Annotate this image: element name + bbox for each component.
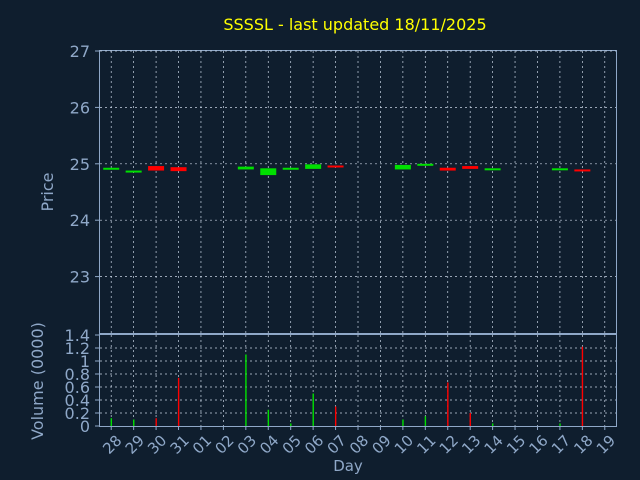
price-panel-frame (99, 50, 617, 334)
price-tick-label: 27 (70, 42, 90, 61)
candle-03 (237, 166, 254, 170)
volume-tick-label: 0.2 (65, 404, 90, 423)
volume-bar-07 (334, 406, 337, 426)
price-tick-label: 23 (70, 268, 90, 287)
volume-tick-label: 1.4 (65, 326, 90, 345)
candle-31 (170, 167, 187, 172)
x-axis-label: Day (333, 457, 363, 475)
volume-axis-label: Volume (0000) (28, 322, 47, 440)
candle-05 (282, 167, 299, 170)
candle-11 (417, 163, 434, 166)
volume-bar-11 (424, 416, 427, 426)
volume-bar-10 (402, 419, 404, 426)
x-axis-ticks: 2829303101020304050607080910111213141516… (99, 426, 619, 458)
candle-04 (260, 168, 277, 176)
price-tick-label: 24 (70, 211, 90, 230)
candle-28 (103, 167, 120, 170)
candle-07 (327, 165, 344, 168)
x-tick-label: 19 (593, 432, 619, 458)
volume-bars (110, 346, 584, 426)
volume-bar-03 (245, 354, 247, 426)
candle-17 (551, 168, 568, 171)
volume-grid (100, 335, 616, 426)
candle-29 (125, 170, 142, 173)
volume-bar-13 (469, 413, 471, 426)
volume-tick-label: 0 (80, 417, 90, 436)
candle-06 (305, 164, 322, 169)
volume-bar-29 (133, 419, 135, 426)
price-axis-label: Price (38, 172, 57, 211)
candle-30 (148, 166, 165, 171)
volume-bar-17 (559, 423, 561, 426)
volume-tick-label: 0.6 (65, 378, 90, 397)
volume-bar-30 (155, 418, 157, 426)
price-grid (100, 50, 616, 333)
price-candles (103, 163, 591, 176)
volume-bar-04 (267, 409, 270, 426)
price-y-ticks: 27 26 25 24 23 (70, 42, 100, 287)
volume-tick-label: 1.2 (65, 339, 90, 358)
candle-18 (574, 169, 591, 172)
candle-10 (394, 164, 411, 170)
candle-13 (462, 166, 479, 169)
volume-bar-28 (110, 418, 113, 426)
volume-tick-label: 1 (80, 352, 90, 371)
volume-bar-12 (447, 382, 449, 426)
volume-tick-label: 0.4 (65, 391, 90, 410)
candle-12 (439, 167, 456, 171)
volume-bar-06 (312, 393, 314, 426)
volume-bar-18 (581, 346, 584, 426)
price-tick-label: 26 (70, 98, 90, 117)
price-tick-label: 25 (70, 155, 90, 174)
chart-title: SSSSL - last updated 18/11/2025 (223, 15, 486, 34)
volume-bar-14 (492, 423, 494, 426)
volume-bar-31 (177, 377, 180, 426)
volume-y-ticks: 1.41.210.80.60.40.20 (65, 326, 100, 436)
volume-bar-05 (290, 423, 292, 426)
candle-14 (484, 168, 501, 171)
volume-tick-label: 0.8 (65, 365, 90, 384)
